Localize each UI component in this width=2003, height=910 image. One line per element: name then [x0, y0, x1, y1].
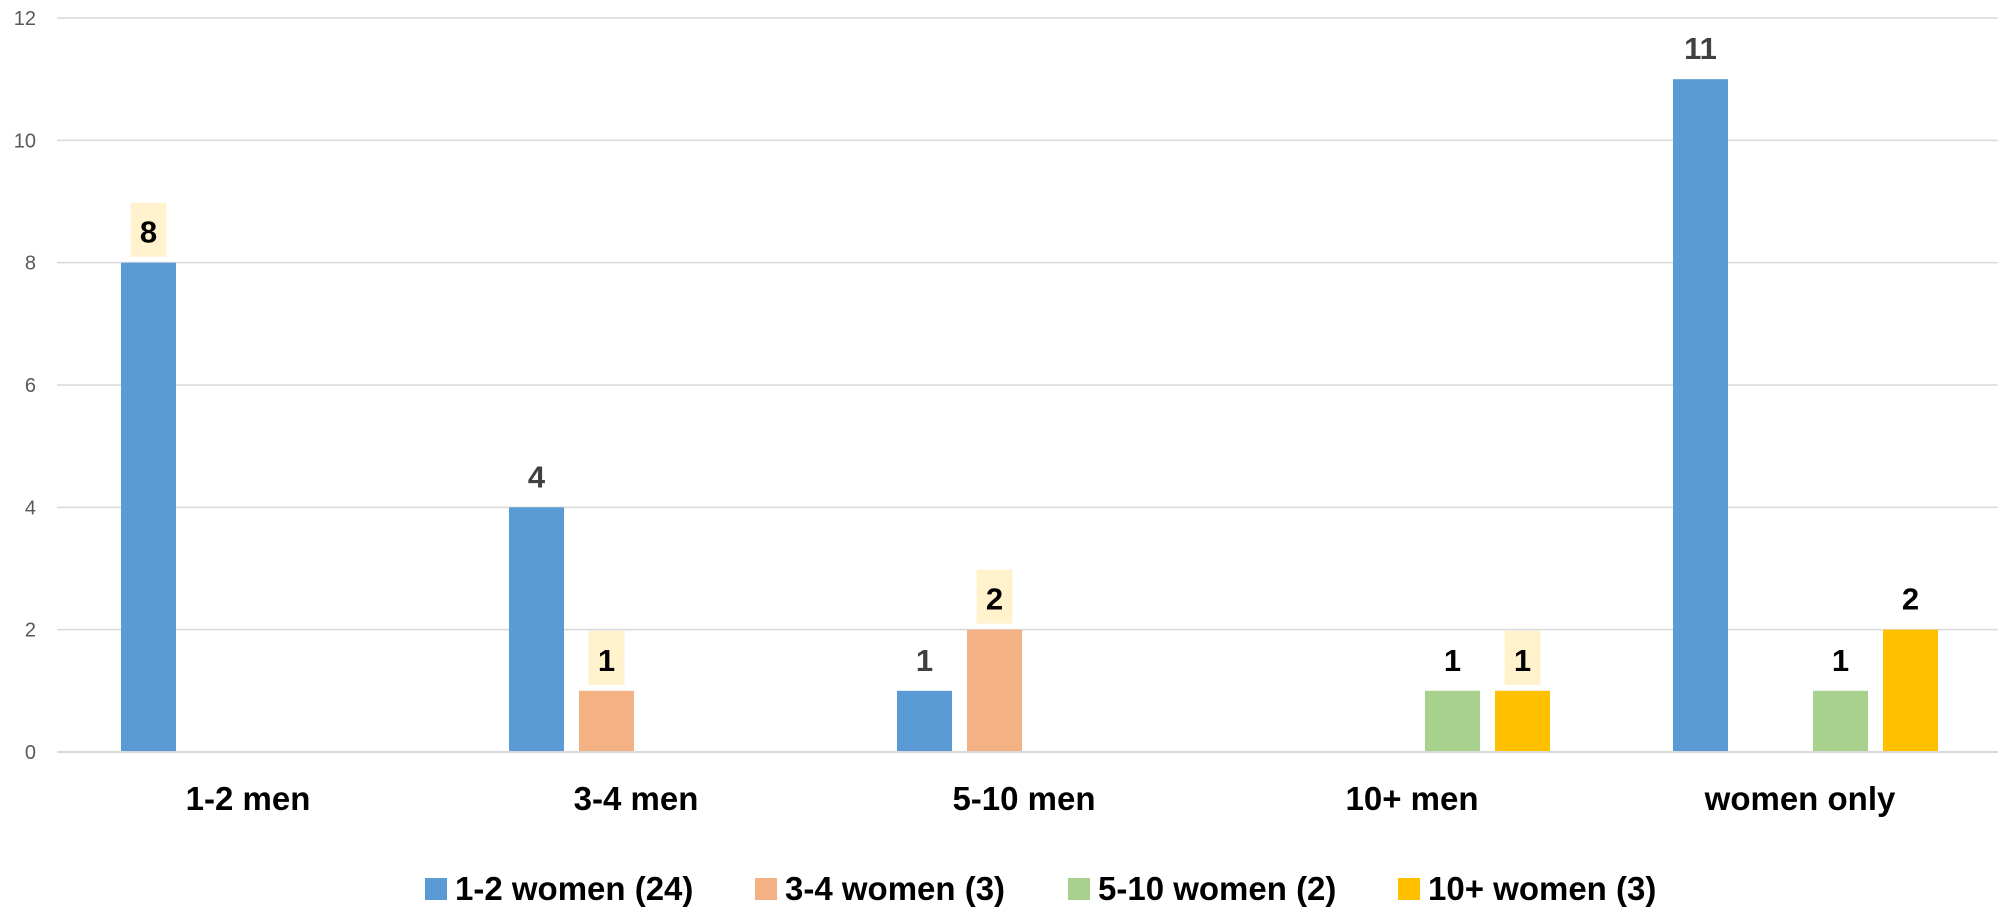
- bar-5-10-women-2: [1813, 690, 1868, 752]
- data-label-highlight: [1504, 630, 1541, 685]
- y-tick-label: 0: [25, 742, 36, 764]
- x-category-label: women only: [1704, 780, 1896, 817]
- y-tick-label: 10: [14, 130, 36, 152]
- legend-label: 3-4 women (3): [785, 870, 1005, 907]
- data-label: 4: [528, 459, 546, 494]
- data-label: 1: [598, 643, 615, 678]
- data-label: 1: [916, 643, 933, 678]
- bar-10-women-3: [1883, 629, 1938, 752]
- legend-swatch: [1068, 878, 1090, 900]
- data-label: 8: [140, 215, 157, 250]
- data-label: 1: [1832, 643, 1849, 678]
- data-label: 1: [1444, 643, 1461, 678]
- x-category-label: 5-10 men: [952, 780, 1095, 817]
- y-tick-label: 12: [14, 8, 36, 30]
- x-category-label: 10+ men: [1346, 780, 1479, 817]
- legend-label: 5-10 women (2): [1098, 870, 1336, 907]
- data-label-highlight: [976, 569, 1013, 624]
- bar-1-2-women-24: [121, 262, 176, 752]
- legend-swatch: [425, 878, 447, 900]
- bar-5-10-women-2: [1425, 690, 1480, 752]
- data-label: 2: [1902, 582, 1919, 617]
- legend-swatch: [1398, 878, 1420, 900]
- x-category-label: 3-4 men: [574, 780, 699, 817]
- data-label: 1: [1514, 643, 1531, 678]
- bar-10-women-3: [1495, 690, 1550, 752]
- y-tick-label: 6: [25, 375, 36, 397]
- data-label-highlight: [588, 630, 625, 685]
- y-tick-label: 4: [25, 497, 36, 519]
- data-label: 11: [1684, 31, 1717, 66]
- data-label: 2: [986, 582, 1003, 617]
- bar-1-2-women-24: [509, 507, 564, 752]
- bar-1-2-women-24: [897, 690, 952, 752]
- bar-1-2-women-24: [1673, 79, 1728, 752]
- y-tick-label: 8: [25, 253, 36, 275]
- legend-swatch: [755, 878, 777, 900]
- data-label-highlight: [130, 202, 167, 257]
- y-tick-label: 2: [25, 620, 36, 642]
- bar-3-4-women-3: [967, 629, 1022, 752]
- bar-3-4-women-3: [579, 690, 634, 752]
- x-category-label: 1-2 men: [186, 780, 311, 817]
- legend-label: 10+ women (3): [1428, 870, 1656, 907]
- legend-label: 1-2 women (24): [455, 870, 693, 907]
